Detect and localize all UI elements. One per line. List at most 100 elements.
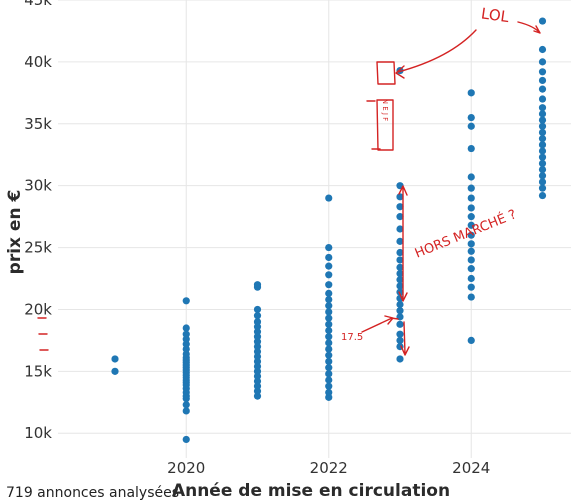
range-arrow — [398, 185, 408, 302]
x-tick-label: 2020 — [167, 459, 205, 477]
data-point — [467, 293, 475, 301]
data-point — [325, 357, 333, 366]
data-point — [253, 372, 262, 380]
data-point — [111, 355, 119, 363]
data-point — [325, 370, 333, 378]
data-point — [396, 294, 404, 302]
data-point — [325, 351, 333, 359]
y-tick-label: 45k — [24, 0, 52, 9]
data-point — [253, 333, 262, 341]
data-point — [467, 184, 475, 192]
data-point — [396, 193, 404, 201]
data-point — [182, 335, 190, 343]
data-point — [396, 237, 404, 245]
y-tick-label: 10k — [24, 424, 52, 442]
data-point — [182, 330, 190, 338]
footnote-count: 719 annonces analysées — [6, 485, 179, 501]
data-point — [467, 122, 475, 130]
data-point — [467, 256, 475, 264]
data-point — [253, 347, 262, 356]
data-point — [467, 173, 475, 181]
data-point — [253, 367, 262, 375]
handwritten-annotations: LOL N E J F HORS MARCHÉ ? 17.5 — [37, 4, 541, 356]
lower-arrow — [400, 321, 410, 356]
data-point — [538, 116, 547, 124]
data-point — [253, 382, 262, 390]
data-point — [325, 345, 333, 353]
data-point — [538, 165, 547, 174]
data-point — [396, 203, 404, 211]
x-tick-label: 2022 — [310, 459, 348, 477]
data-point — [253, 377, 262, 385]
data-point — [396, 320, 404, 328]
data-point — [182, 435, 190, 444]
y-axis-title: prix en € — [5, 190, 25, 275]
annotation-17-5: 17.5 — [341, 332, 363, 343]
data-point — [538, 68, 547, 76]
data-point — [325, 243, 333, 252]
outlier-marks — [366, 100, 381, 150]
data-point — [182, 324, 190, 332]
data-point — [538, 178, 547, 186]
data-point — [182, 340, 190, 348]
data-point — [325, 253, 333, 262]
left-margin-marks — [37, 317, 49, 351]
data-point — [253, 281, 262, 289]
y-axis-ticks: 10k 15k 20k 25k 30k 35k 40k 45k — [24, 0, 52, 442]
data-point — [325, 388, 333, 396]
annotation-hors-marche: HORS MARCHÉ ? — [413, 206, 519, 261]
data-point — [396, 213, 404, 221]
data-point — [538, 141, 547, 149]
data-point — [253, 392, 262, 400]
data-point — [538, 104, 547, 112]
data-point — [325, 308, 333, 316]
data-point — [396, 355, 404, 363]
annotation-lol: LOL — [480, 4, 511, 26]
data-point — [253, 305, 262, 314]
data-point — [467, 89, 475, 97]
data-point — [253, 318, 262, 326]
data-point — [253, 357, 262, 366]
data-point — [396, 282, 404, 290]
data-point — [467, 265, 475, 273]
data-point — [253, 387, 262, 395]
data-point — [467, 113, 475, 122]
data-point — [253, 362, 262, 370]
data-point — [467, 283, 475, 291]
data-point — [325, 333, 333, 341]
data-point — [538, 147, 547, 155]
data-point — [396, 288, 404, 296]
data-point — [467, 240, 475, 248]
data-point — [396, 248, 404, 257]
data-point — [325, 376, 333, 384]
y-tick-label: 20k — [24, 300, 52, 318]
y-tick-label: 15k — [24, 362, 52, 380]
data-point — [538, 17, 547, 25]
data-point — [538, 76, 547, 85]
data-point — [538, 184, 547, 192]
data-point — [325, 262, 333, 270]
data-points — [111, 17, 547, 444]
data-point — [325, 281, 333, 289]
y-tick-label: 25k — [24, 239, 52, 257]
data-point — [182, 401, 190, 409]
data-point — [396, 307, 404, 315]
data-point — [396, 300, 404, 309]
data-point — [182, 297, 190, 305]
data-point — [325, 271, 333, 279]
data-point — [467, 274, 475, 283]
data-point — [538, 122, 547, 130]
data-point — [467, 336, 475, 345]
data-point — [253, 338, 262, 346]
data-point — [396, 336, 404, 345]
annotation-nejf: N E J F — [381, 99, 389, 121]
data-point — [538, 110, 547, 118]
data-point — [467, 247, 475, 255]
y-tick-label: 30k — [24, 177, 52, 195]
data-point — [467, 221, 475, 229]
y-tick-label: 40k — [24, 53, 52, 71]
data-point — [396, 256, 404, 264]
data-point — [396, 263, 404, 271]
data-point — [325, 339, 333, 347]
data-point — [325, 382, 333, 390]
